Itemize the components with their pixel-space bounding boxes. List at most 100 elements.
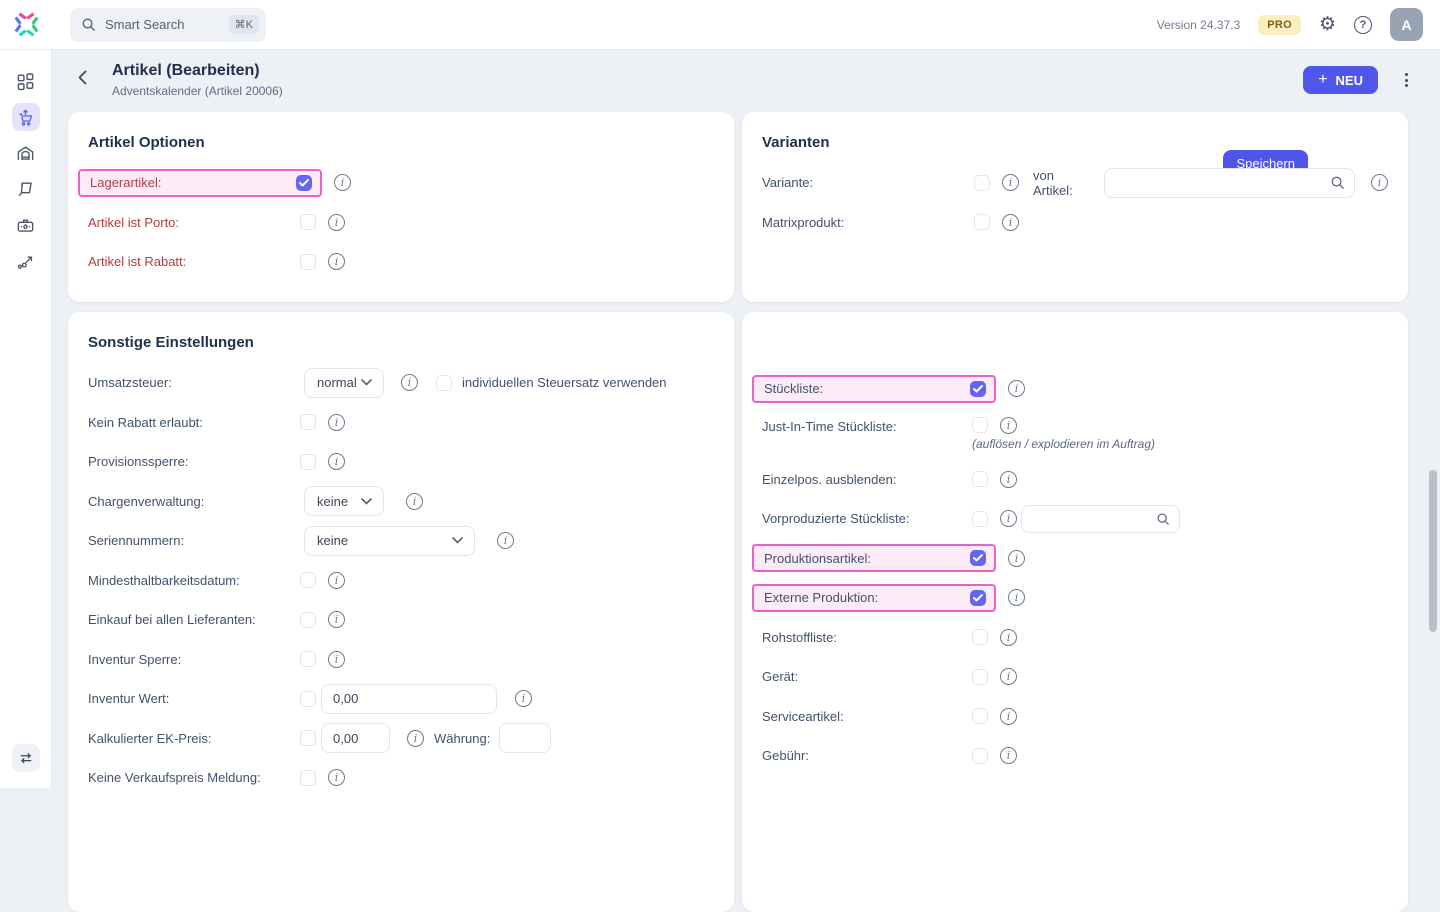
xentral-logo[interactable] — [0, 11, 52, 38]
steuersatz-checkbox-label: individuellen Steuersatz verwenden — [462, 375, 667, 391]
info-icon[interactable] — [328, 571, 345, 589]
lagerartikel-checkbox[interactable] — [296, 174, 312, 191]
more-options-kebab-icon[interactable] — [1398, 67, 1414, 93]
info-icon[interactable] — [1000, 707, 1017, 725]
info-icon[interactable] — [328, 650, 345, 668]
card-title: Artikel Optionen — [88, 134, 205, 151]
field-label: Keine Verkaufspreis Meldung: — [88, 770, 261, 786]
field-label: Einzelpos. ausblenden: — [762, 471, 897, 487]
einkauf-checkbox[interactable] — [300, 611, 316, 628]
version-text: Version 24.37.3 — [1156, 17, 1241, 32]
info-icon[interactable] — [1000, 470, 1017, 488]
info-icon[interactable] — [1008, 380, 1025, 398]
serviceartikel-checkbox[interactable] — [972, 708, 988, 725]
umsatzsteuer-select[interactable]: normal — [304, 367, 384, 398]
info-icon[interactable] — [401, 374, 418, 392]
porto-checkbox[interactable] — [300, 214, 316, 231]
check-icon — [973, 593, 983, 602]
gebuehr-checkbox[interactable] — [972, 747, 988, 764]
ek-preis-input[interactable] — [321, 723, 390, 754]
field-label: Lagerartikel: — [90, 175, 162, 191]
inventur-wert-checkbox[interactable] — [300, 690, 316, 707]
select-value: keine — [317, 493, 349, 509]
individueller-steuersatz-checkbox[interactable] — [436, 374, 452, 391]
vertical-scrollbar[interactable] — [1429, 470, 1437, 632]
variante-checkbox[interactable] — [974, 174, 990, 191]
sidebar-item-warehouse[interactable] — [12, 139, 40, 167]
info-icon[interactable] — [328, 213, 345, 231]
check-icon — [973, 384, 983, 393]
row-serviceartikel: Serviceartikel: — [762, 697, 1388, 737]
kein-rabatt-checkbox[interactable] — [300, 414, 316, 431]
info-icon[interactable] — [328, 769, 345, 787]
sidebar-item-logistics[interactable] — [12, 175, 40, 203]
rohstoffliste-checkbox[interactable] — [972, 629, 988, 646]
chargenverwaltung-select[interactable]: keine — [304, 486, 384, 517]
field-label: Gebühr: — [762, 748, 809, 764]
produktionsartikel-checkbox[interactable] — [970, 550, 986, 567]
vorproduzierte-search-input[interactable] — [1021, 504, 1180, 533]
row-kein-rabatt: Kein Rabatt erlaubt: — [88, 403, 714, 443]
info-icon[interactable] — [328, 611, 345, 629]
geraet-checkbox[interactable] — [972, 668, 988, 685]
info-icon[interactable] — [515, 690, 532, 708]
sidebar-item-analytics[interactable] — [12, 247, 40, 275]
info-icon[interactable] — [1008, 589, 1025, 607]
row-umsatzsteuer: Umsatzsteuer: normal individuellen Steue… — [88, 363, 714, 403]
card-stueckliste: Stückliste: Just-In-Time Stückliste: (au… — [742, 312, 1408, 912]
row-variante: Variante: von Artikel: — [762, 163, 1388, 203]
info-icon[interactable] — [1000, 747, 1017, 765]
avatar[interactable]: A — [1390, 8, 1423, 41]
vorproduzierte-checkbox[interactable] — [972, 510, 988, 527]
help-icon[interactable] — [1354, 15, 1372, 34]
rabatt-checkbox[interactable] — [300, 253, 316, 270]
chevron-left-icon — [78, 70, 87, 85]
ek-preis-checkbox[interactable] — [300, 730, 316, 747]
sidebar-item-sales-cart[interactable] — [11, 103, 40, 131]
inventur-sperre-checkbox[interactable] — [300, 651, 316, 668]
provisionssperre-checkbox[interactable] — [300, 453, 316, 470]
waehrung-input[interactable] — [499, 723, 552, 754]
highlight-box: Produktionsartikel: — [752, 544, 996, 573]
verkaufspreis-meldung-checkbox[interactable] — [300, 769, 316, 786]
info-icon[interactable] — [1002, 213, 1019, 231]
info-icon[interactable] — [407, 729, 424, 747]
smart-search-input[interactable]: Smart Search ⌘K — [70, 7, 266, 42]
info-icon[interactable] — [1000, 510, 1017, 528]
info-icon[interactable] — [1000, 628, 1017, 646]
neu-button[interactable]: + NEU — [1303, 66, 1378, 94]
sidebar-item-pos[interactable] — [12, 211, 40, 239]
row-rohstoffliste: Rohstoffliste: — [762, 618, 1388, 658]
info-icon[interactable] — [1000, 668, 1017, 686]
info-icon[interactable] — [497, 532, 514, 550]
seriennummern-select[interactable]: keine — [304, 525, 475, 556]
info-icon[interactable] — [1371, 174, 1388, 192]
row-lagerartikel: Lagerartikel: — [78, 163, 714, 203]
externe-produktion-checkbox[interactable] — [970, 589, 986, 606]
settings-gear-icon[interactable]: ⚙ — [1318, 14, 1336, 35]
sidebar-switch-icon[interactable] — [11, 744, 40, 772]
von-artikel-input[interactable] — [1104, 167, 1355, 198]
sidebar-item-dashboard[interactable] — [12, 67, 40, 95]
card-artikel-optionen: Artikel Optionen Lagerartikel: Artikel i… — [68, 112, 734, 302]
row-gebuehr: Gebühr: — [762, 736, 1388, 776]
info-icon[interactable] — [328, 453, 345, 471]
inventur-wert-input[interactable] — [321, 683, 497, 714]
jit-checkbox[interactable] — [972, 417, 988, 433]
cash-register-icon — [17, 219, 34, 232]
info-icon[interactable] — [334, 174, 351, 192]
einzelpos-checkbox[interactable] — [972, 471, 988, 488]
back-button[interactable] — [78, 70, 87, 85]
matrixprodukt-checkbox[interactable] — [974, 214, 990, 231]
info-icon[interactable] — [1002, 174, 1019, 192]
info-icon[interactable] — [328, 253, 345, 271]
info-icon[interactable] — [1008, 549, 1025, 567]
info-icon[interactable] — [406, 492, 423, 510]
field-label: Produktionsartikel: — [764, 550, 871, 566]
mhd-checkbox[interactable] — [300, 572, 316, 589]
info-icon[interactable] — [328, 413, 345, 431]
info-icon[interactable] — [1000, 416, 1017, 434]
select-value: normal — [317, 375, 357, 391]
row-mindesthaltbarkeitsdatum: Mindesthaltbarkeitsdatum: — [88, 561, 714, 601]
stueckliste-checkbox[interactable] — [970, 380, 986, 397]
